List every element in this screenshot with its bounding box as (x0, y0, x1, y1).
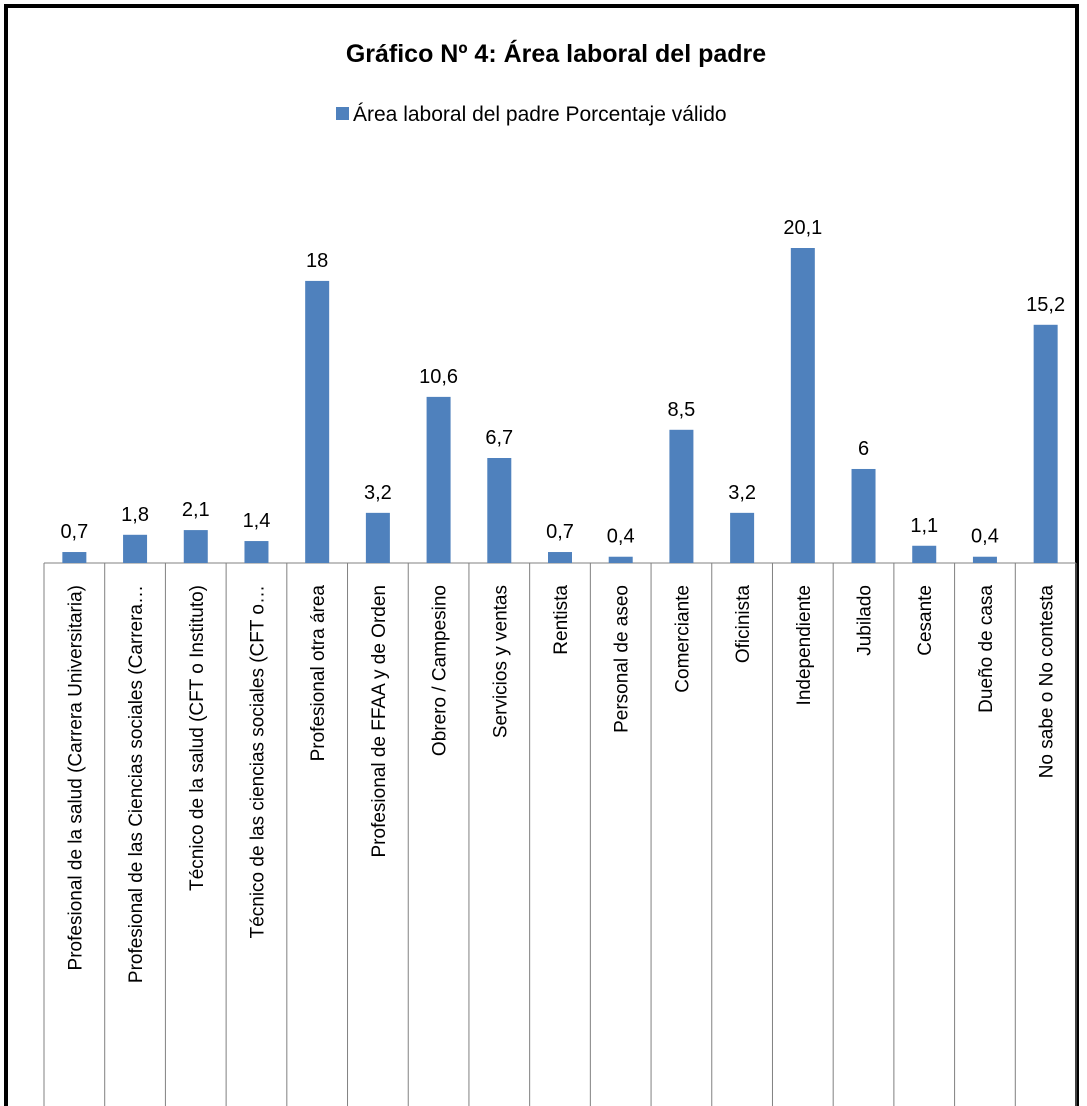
data-label: 1,4 (243, 510, 271, 532)
data-label: 8,5 (668, 399, 696, 421)
data-label: 6,7 (485, 427, 513, 449)
bar (487, 458, 512, 563)
data-label: 18 (306, 250, 328, 272)
bar (548, 552, 572, 563)
bar (790, 248, 815, 563)
legend-swatch (336, 107, 349, 120)
category-label: Personal de aseo (612, 585, 633, 733)
bar (912, 545, 937, 563)
category-label: Comerciante (672, 585, 693, 693)
category-label: Técnico de la salud (CFT o Instituto) (187, 585, 208, 891)
data-label: 0,7 (546, 521, 574, 543)
data-label: 10,6 (419, 366, 458, 388)
bar (183, 530, 208, 563)
data-label: 15,2 (1026, 294, 1065, 316)
bar (305, 280, 330, 563)
bar (972, 556, 997, 563)
category-label: Profesional de las Ciencias sociales (Ca… (126, 585, 147, 983)
category-label: Profesional de la salud (Carrera Univers… (65, 585, 86, 970)
bar (365, 512, 390, 563)
data-label: 0,4 (607, 526, 635, 548)
category-label: No sabe o No contesta (1037, 585, 1058, 779)
data-label: 2,1 (182, 499, 210, 521)
chart-title: Gráfico Nº 4: Área laboral del padre (346, 39, 766, 68)
bar (426, 396, 451, 563)
data-label: 1,8 (121, 504, 149, 526)
category-label: Técnico de las ciencias sociales (CFT o… (247, 585, 268, 938)
data-label: 1,1 (910, 515, 938, 537)
data-label: 0,7 (60, 521, 88, 543)
bar (62, 552, 87, 563)
plot-area: 0,7 Profesional de la salud (Carrera Univ… (43, 217, 1077, 1106)
chart-frame (4, 4, 1079, 1106)
category-label: Obrero / Campesino (430, 585, 451, 756)
bar (669, 429, 694, 563)
bar (608, 556, 633, 563)
data-label: 20,1 (783, 217, 822, 239)
legend: Área laboral del padre Porcentaje válido (336, 103, 727, 126)
category-label: Rentista (551, 585, 572, 655)
bar (730, 512, 755, 563)
category-label: Cesante (915, 585, 936, 656)
legend-label: Área laboral del padre Porcentaje válido (353, 103, 727, 126)
bar (244, 541, 269, 563)
data-label: 0,4 (971, 526, 999, 548)
category-label: Oficinista (733, 585, 754, 664)
bar (123, 534, 148, 563)
data-label: 3,2 (728, 482, 756, 504)
category-label: Dueño de casa (976, 585, 997, 713)
data-label: 3,2 (364, 482, 392, 504)
bar (1033, 324, 1058, 563)
category-label: Servicios y ventas (490, 585, 511, 738)
category-label: Profesional otra área (308, 585, 329, 762)
category-label: Jubilado (855, 585, 876, 656)
category-label: Profesional de FFAA y de Orden (369, 585, 390, 858)
category-label: Independiente (794, 585, 815, 705)
data-label: 6 (858, 438, 869, 460)
bar (851, 468, 876, 563)
